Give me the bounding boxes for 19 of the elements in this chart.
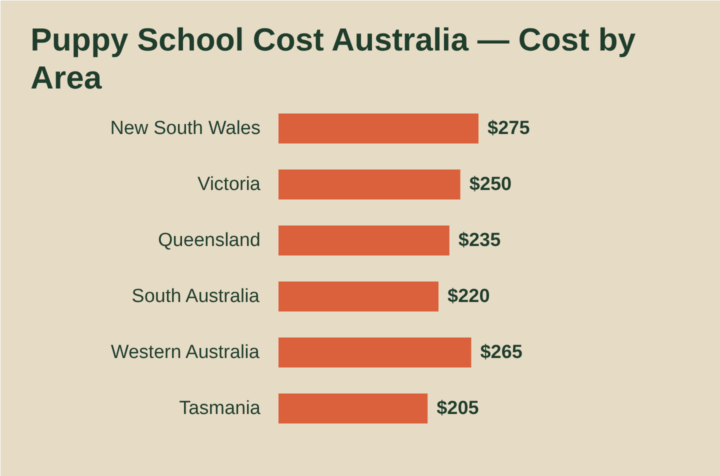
y-tick-label: Victoria <box>197 174 261 195</box>
y-tick-label: South Australia <box>132 286 260 307</box>
data-label: $220 <box>448 286 490 307</box>
bar <box>278 113 478 144</box>
data-label: $235 <box>458 230 502 251</box>
y-tick-label: Western Australia <box>110 342 260 363</box>
bar <box>278 225 450 256</box>
data-label: $250 <box>469 174 512 195</box>
bar <box>278 337 472 368</box>
bar <box>278 393 428 424</box>
data-label: $205 <box>436 398 480 419</box>
chart-title: Puppy School Cost Australia — Cost by Area <box>30 22 636 96</box>
y-tick-label: Queensland <box>158 230 260 251</box>
y-tick-label: Tasmania <box>179 398 261 419</box>
bar <box>278 281 438 312</box>
bar <box>278 169 460 200</box>
data-label: $265 <box>480 342 523 363</box>
data-label: $275 <box>488 118 530 139</box>
y-tick-label: New South Wales <box>110 118 261 139</box>
